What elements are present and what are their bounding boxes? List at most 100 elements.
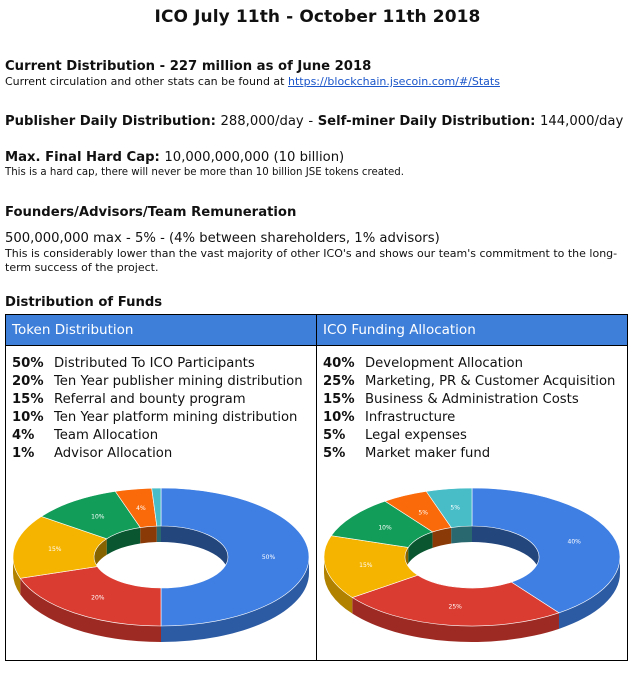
- founders-section: Founders/Advisors/Team Remuneration 500,…: [5, 204, 627, 275]
- item-percent: 5%: [323, 446, 346, 461]
- token-distribution-donut-chart: 50% 20% 15% 10% 4%: [12, 487, 310, 642]
- donut-side-2: [13, 557, 21, 595]
- selfminer-value: 144,000/day: [540, 114, 624, 129]
- selfminer-label: Self-miner Daily Distribution:: [317, 114, 536, 129]
- list-item: 10% Ten Year platform mining distribution: [12, 409, 316, 427]
- list-item: 15% Business & Administration Costs: [323, 391, 627, 409]
- item-percent: 25%: [323, 374, 355, 389]
- item-label: Referral and bounty program: [54, 392, 246, 407]
- slice-label-4: 4%: [136, 505, 146, 512]
- slice-label-2: 15%: [48, 546, 62, 553]
- current-distribution-note: Current circulation and other stats can …: [5, 75, 627, 89]
- item-percent: 4%: [12, 428, 35, 443]
- funds-heading: Distribution of Funds: [5, 295, 163, 310]
- founders-heading: Founders/Advisors/Team Remuneration: [5, 205, 297, 220]
- list-item: 20% Ten Year publisher mining distributio…: [12, 373, 316, 391]
- donut-inner-wall-0-0: [161, 526, 228, 573]
- page-title: ICO July 11th - October 11th 2018: [154, 7, 481, 27]
- donut-inner-wall-4-1: [432, 527, 452, 548]
- item-label: Distributed To ICO Participants: [54, 356, 255, 371]
- item-label: Marketing, PR & Customer Acquisition: [365, 374, 616, 389]
- item-label: Legal expenses: [365, 428, 467, 443]
- hard-cap-label: Max. Final Hard Cap:: [5, 150, 160, 165]
- funds-section: Distribution of Funds: [5, 294, 627, 311]
- stats-link[interactable]: https://blockchain.jsecoin.com/#/Stats: [287, 75, 500, 88]
- token-distribution-header: Token Distribution: [6, 315, 316, 346]
- donut-slice-5: [425, 487, 473, 528]
- item-label: Ten Year publisher mining distribution: [54, 374, 303, 389]
- list-item: 15% Referral and bounty program: [12, 391, 316, 409]
- donut-side-0: [161, 557, 309, 642]
- token-distribution-list: 50% Distributed To ICO Participants 20% Te…: [6, 346, 316, 463]
- item-percent: 10%: [323, 410, 355, 425]
- donut-inner-wall-2-1: [94, 538, 107, 573]
- daily-distribution-line: Publisher Daily Distribution: 288,000/da…: [5, 113, 627, 130]
- stats-note-text: Current circulation and other stats can …: [5, 75, 288, 88]
- founders-line: 500,000,000 max - 5% - (4% between share…: [5, 231, 440, 246]
- list-item: 50% Distributed To ICO Participants: [12, 355, 316, 373]
- daily-distribution-section: Publisher Daily Distribution: 288,000/da…: [5, 113, 627, 130]
- publisher-label: Publisher Daily Distribution:: [5, 114, 216, 129]
- founders-note: This is considerably lower than the vast…: [5, 247, 618, 274]
- item-percent: 40%: [323, 356, 355, 371]
- slice-label-3: 10%: [378, 525, 392, 532]
- item-label: Business & Administration Costs: [365, 392, 579, 407]
- current-distribution-heading: Current Distribution - 227 million as of…: [5, 59, 372, 74]
- donut-side-1: [352, 597, 559, 642]
- item-label: Team Allocation: [54, 428, 159, 443]
- list-item: 5% Market maker fund: [323, 445, 627, 463]
- slice-label-1: 25%: [449, 603, 463, 610]
- donut-inner-wall-3-1: [106, 527, 141, 555]
- item-percent: 20%: [12, 374, 44, 389]
- current-distribution-section: Current Distribution - 227 million as of…: [5, 58, 627, 89]
- item-label: Development Allocation: [365, 356, 523, 371]
- ico-funding-donut-chart: 40% 25% 15% 10% 5% 5%: [323, 487, 621, 642]
- hard-cap-section: Max. Final Hard Cap: 10,000,000,000 (10 …: [5, 149, 627, 180]
- list-item: 40% Development Allocation: [323, 355, 627, 373]
- item-label: Market maker fund: [365, 446, 491, 461]
- slice-label-5: 5%: [450, 505, 460, 512]
- funds-table: Token Distribution 50% Distributed To ICO…: [5, 314, 628, 661]
- slice-label-1: 20%: [91, 595, 105, 602]
- donut-inner-wall-4-1: [140, 526, 157, 544]
- ico-funding-column: ICO Funding Allocation 40% Development Al…: [317, 315, 627, 660]
- ico-funding-header: ICO Funding Allocation: [317, 315, 627, 346]
- daily-separator: -: [308, 114, 314, 129]
- item-percent: 15%: [323, 392, 355, 407]
- list-item: 10% Infrastructure: [323, 409, 627, 427]
- item-percent: 50%: [12, 356, 44, 371]
- item-percent: 5%: [323, 428, 346, 443]
- donut-side-0: [558, 557, 620, 629]
- item-label: Advisor Allocation: [54, 446, 173, 461]
- donut-inner-wall-5-1: [156, 526, 161, 543]
- donut-slice-0: [471, 487, 621, 614]
- donut-side-2: [324, 557, 353, 614]
- list-item: 4% Team Allocation: [12, 427, 316, 445]
- donut-inner-wall-5-1: [451, 526, 472, 544]
- ico-funding-list: 40% Development Allocation 25% Marketing, …: [317, 346, 627, 463]
- publisher-value: 288,000/day: [220, 114, 304, 129]
- hard-cap-note: This is a hard cap, there will never be …: [5, 167, 404, 178]
- slice-label-2: 15%: [359, 562, 373, 569]
- donut-slice-0: [160, 487, 310, 627]
- slice-label-4: 5%: [418, 509, 428, 516]
- donut-side-1: [20, 578, 161, 642]
- item-label: Infrastructure: [365, 410, 456, 425]
- donut-slice-1: [19, 566, 162, 627]
- hard-cap-line: Max. Final Hard Cap: 10,000,000,000 (10 …: [5, 149, 627, 166]
- list-item: 5% Legal expenses: [323, 427, 627, 445]
- list-item: 1% Advisor Allocation: [12, 445, 316, 463]
- token-distribution-column: Token Distribution 50% Distributed To ICO…: [6, 315, 317, 660]
- slice-label-0: 40%: [568, 539, 582, 546]
- item-percent: 1%: [12, 446, 35, 461]
- list-item: 25% Marketing, PR & Customer Acquisition: [323, 373, 627, 391]
- item-percent: 10%: [12, 410, 44, 425]
- donut-inner-wall-0-0: [472, 526, 539, 573]
- hard-cap-value: 10,000,000,000 (10 billion): [164, 150, 345, 165]
- slice-label-0: 50%: [262, 554, 276, 561]
- donut-slice-5: [151, 487, 162, 527]
- slice-label-3: 10%: [91, 514, 105, 521]
- donut-slice-1: [351, 574, 560, 627]
- item-percent: 15%: [12, 392, 44, 407]
